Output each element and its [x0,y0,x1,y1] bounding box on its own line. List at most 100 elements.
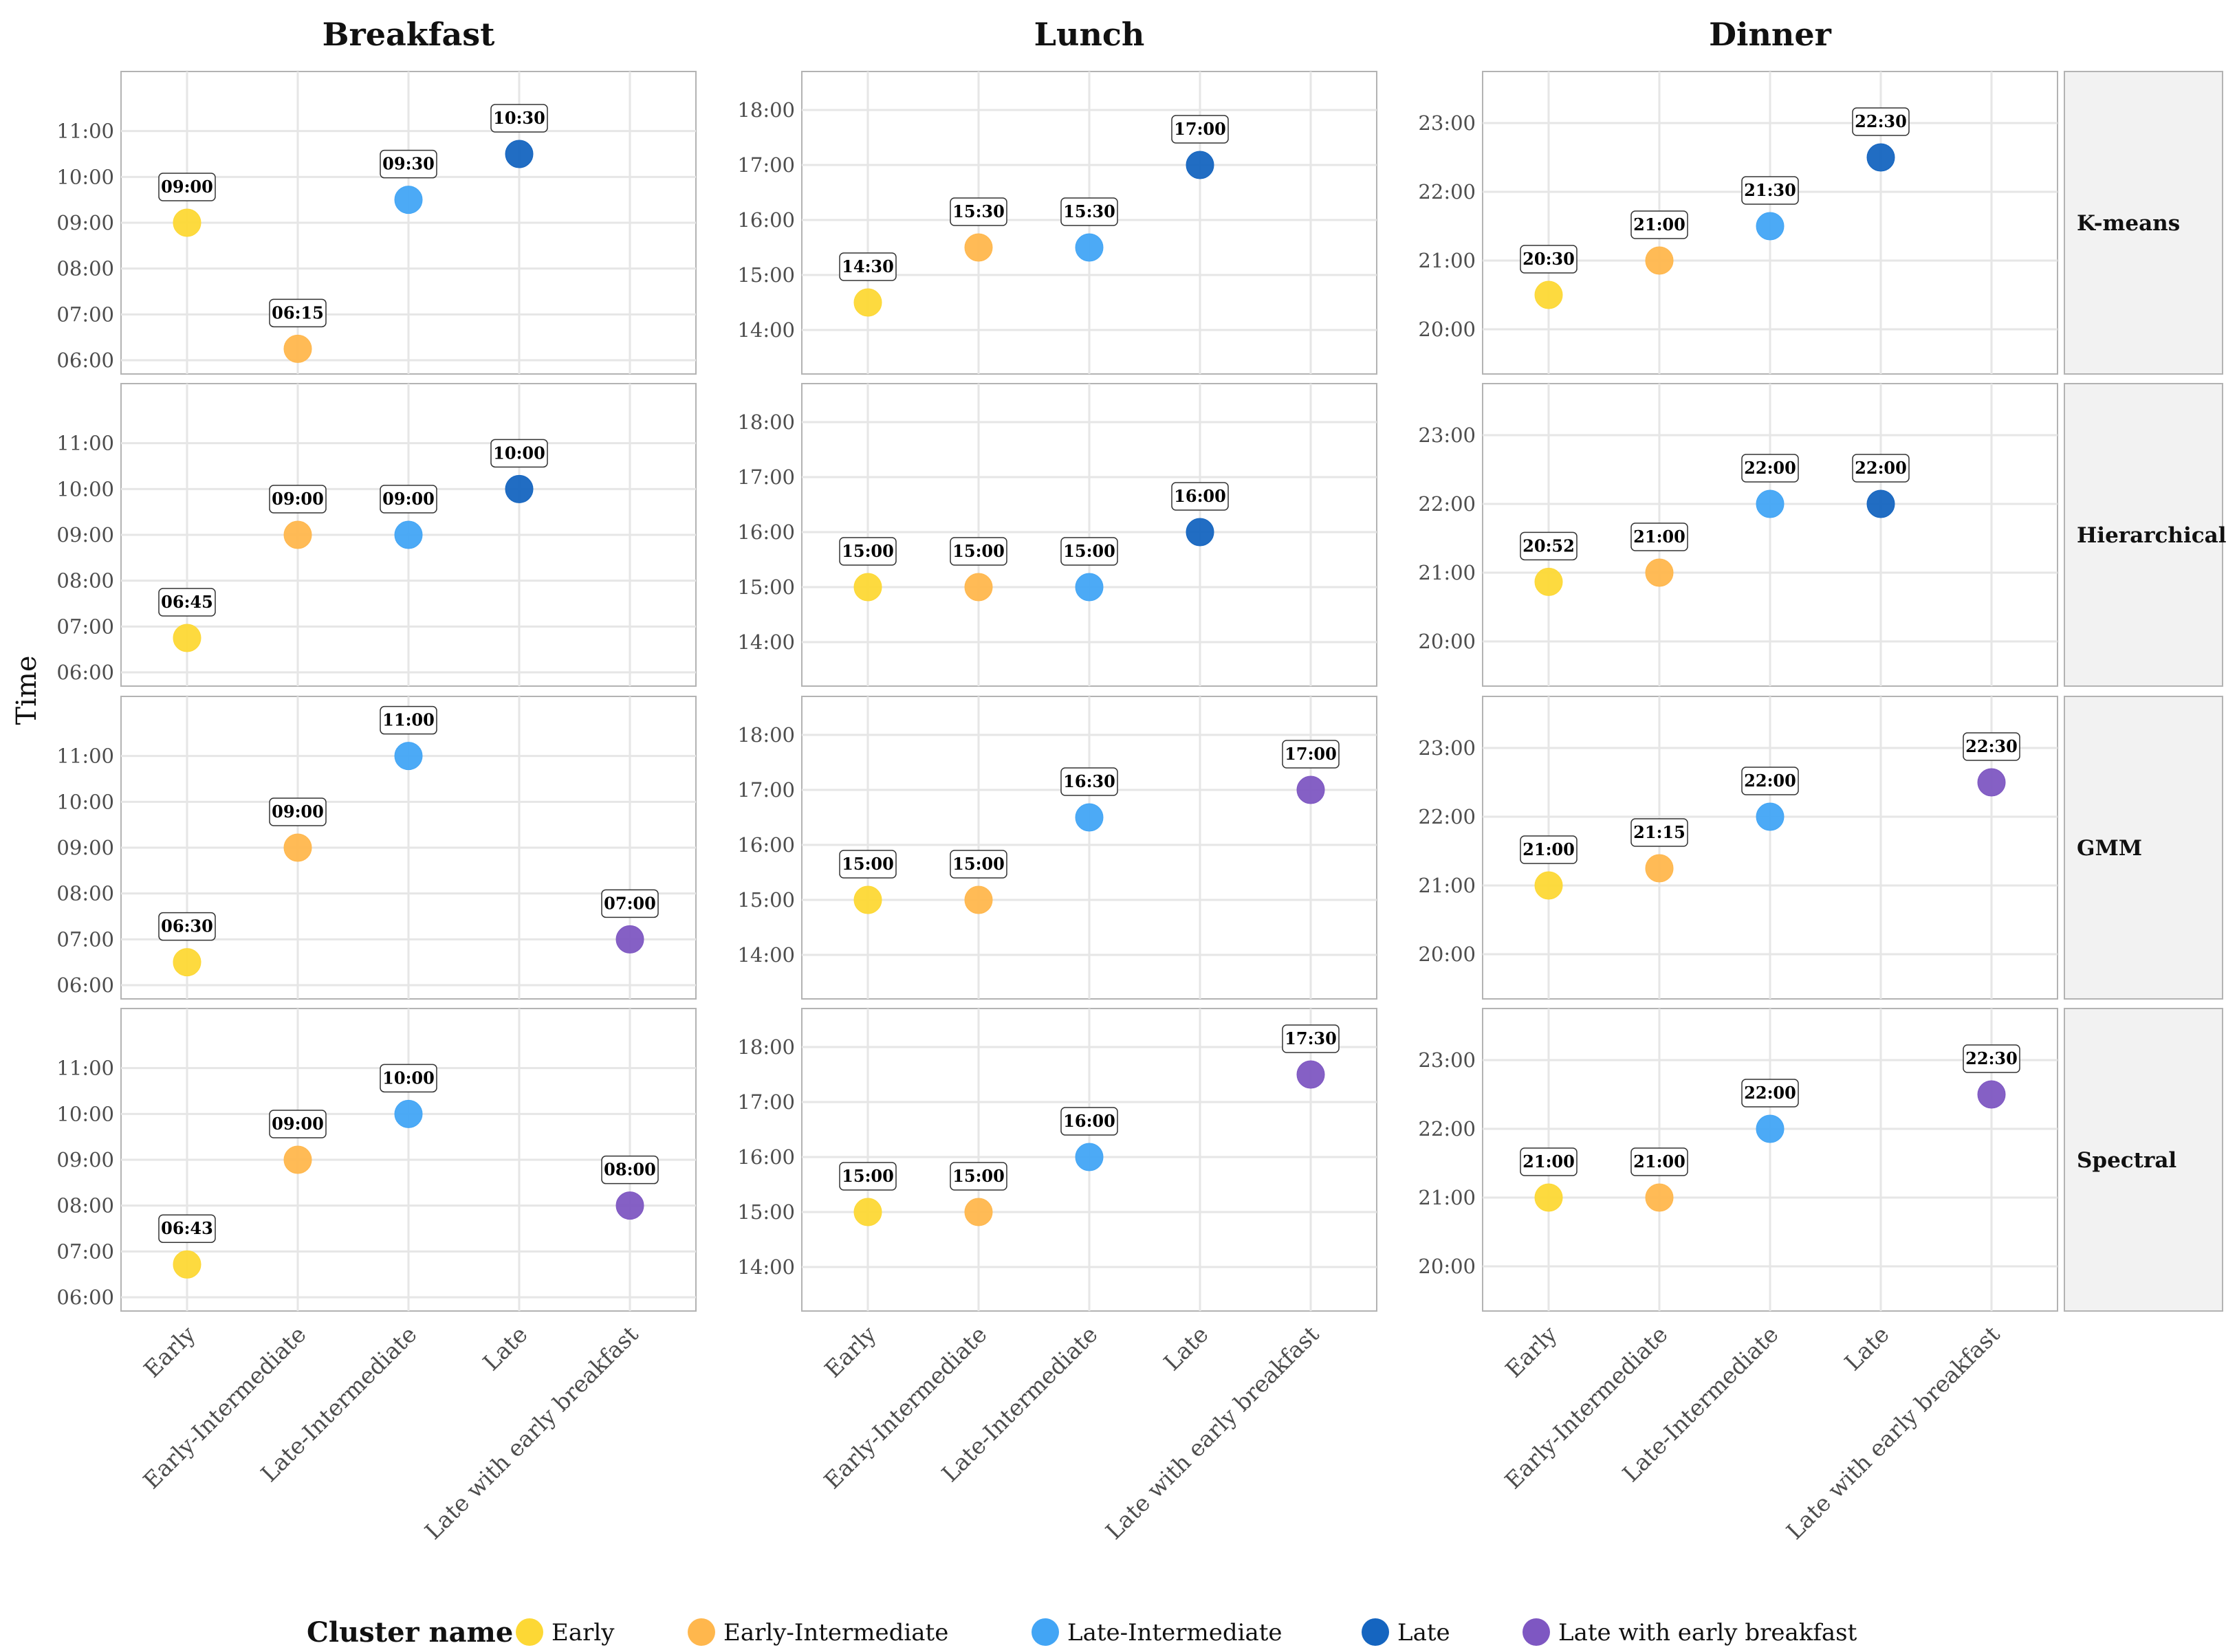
point-k-means-breakfast-early [173,208,201,237]
x-tick-label-early: Early [819,1321,882,1383]
y-tick-label: 20:00 [1418,943,1476,966]
point-k-means-breakfast-early-intermediate [283,334,312,363]
y-tick-label: 06:00 [56,1286,114,1309]
data-label-box [269,485,327,514]
data-label-box [601,1155,659,1185]
point-hierarchical-dinner-early [1534,567,1563,596]
data-label: 22:00 [1744,771,1796,791]
point-gmm-dinner-late-with-early-breakfast [1977,768,2006,797]
y-tick-label: 09:00 [56,211,114,234]
data-label-box [1520,245,1578,274]
data-label: 22:00 [1744,458,1796,478]
point-k-means-lunch-late-intermediate [1075,233,1104,262]
data-label-box [839,252,897,281]
data-label: 16:00 [1063,1111,1115,1131]
data-label-box [1282,1024,1340,1053]
point-k-means-lunch-late [1186,151,1214,179]
y-tick-label: 08:00 [56,882,114,905]
data-label: 17:00 [1174,119,1226,139]
data-label: 06:30 [161,916,213,936]
data-label-box [839,1162,897,1191]
y-tick-label: 15:00 [737,263,795,287]
point-gmm-dinner-early [1534,871,1563,900]
y-tick-label: 09:00 [56,1148,114,1171]
data-label-box [158,912,216,941]
y-tick-label: 23:00 [1418,111,1476,135]
y-tick-label: 15:00 [737,1200,795,1224]
point-gmm-lunch-early-intermediate [964,885,993,914]
data-label: 06:45 [161,592,213,612]
data-label: 06:43 [161,1218,213,1238]
data-label: 16:30 [1063,771,1115,791]
data-label-box [1963,732,2020,761]
point-spectral-breakfast-early-intermediate [283,1145,312,1174]
data-label: 10:00 [382,1068,435,1088]
point-spectral-lunch-early-intermediate [964,1198,993,1226]
row-label-gmm: GMM [2077,836,2142,861]
data-label-box [1852,454,1910,483]
y-tick-label: 10:00 [56,1102,114,1125]
data-label: 06:15 [272,302,324,322]
data-label: 11:00 [382,710,435,730]
data-label: 22:00 [1744,1083,1796,1103]
data-label: 21:15 [1633,822,1685,842]
data-label: 15:30 [1063,201,1115,221]
data-label: 09:00 [161,177,213,197]
data-label: 20:30 [1523,249,1575,269]
data-label: 10:00 [493,443,545,463]
data-label-box [1520,531,1578,561]
point-hierarchical-breakfast-early-intermediate [283,520,312,549]
y-tick-label: 17:00 [737,465,795,489]
point-spectral-lunch-late-with-early-breakfast [1296,1060,1325,1089]
point-k-means-lunch-early [853,288,882,317]
y-tick-label: 06:00 [56,973,114,997]
y-tick-label: 10:00 [56,165,114,188]
y-tick-label: 09:00 [56,523,114,547]
y-tick-label: 11:00 [56,745,114,768]
point-spectral-dinner-late-intermediate [1756,1114,1785,1143]
point-hierarchical-dinner-late [1866,489,1895,518]
legend-swatch-late-with-early-breakfast [1523,1618,1550,1646]
column-title-dinner: Dinner [1709,16,1832,53]
x-tick-label-early: Early [1500,1321,1562,1383]
y-tick-label: 22:00 [1418,180,1476,203]
y-tick-label: 16:00 [737,1145,795,1169]
data-label-box [269,797,327,826]
data-label-box [380,485,437,514]
data-label: 09:00 [272,1114,324,1134]
y-tick-label: 06:00 [56,349,114,372]
data-label-box [1171,482,1229,511]
y-tick-label: 14:00 [737,943,795,967]
data-label-box [1741,767,1799,795]
point-spectral-dinner-late-with-early-breakfast [1977,1080,2006,1109]
legend-label-late-with-early-breakfast: Late with early breakfast [1558,1619,1857,1647]
point-gmm-breakfast-early-intermediate [283,833,312,862]
row-strip-spectral [2064,1008,2223,1312]
y-tick-label: 20:00 [1418,1255,1476,1278]
data-label-box [269,298,327,328]
point-hierarchical-lunch-early [853,573,882,602]
y-tick-label: 15:00 [737,575,795,599]
data-label-box [1060,197,1118,226]
data-label-box [1520,835,1578,864]
y-tick-label: 07:00 [56,1240,114,1263]
data-label-box [1060,1107,1118,1136]
row-strip-hierarchical [2064,383,2223,687]
point-k-means-dinner-late [1866,143,1895,172]
data-label: 21:30 [1744,180,1796,200]
data-label: 22:00 [1855,458,1907,478]
point-gmm-lunch-late-intermediate [1075,803,1104,832]
row-strip-gmm [2064,696,2223,1000]
x-tick-label-late: Late [1158,1321,1213,1376]
y-tick-label: 22:00 [1418,805,1476,828]
data-label: 07:00 [604,893,656,913]
y-tick-label: 21:00 [1418,1186,1476,1209]
point-hierarchical-dinner-late-intermediate [1756,489,1785,518]
y-tick-label: 14:00 [737,630,795,654]
data-label-box [950,850,1007,879]
y-tick-label: 17:00 [737,153,795,177]
data-label: 22:30 [1965,1048,2018,1068]
x-tick-label-early: Early [138,1321,201,1383]
legend-swatch-early [516,1618,543,1646]
